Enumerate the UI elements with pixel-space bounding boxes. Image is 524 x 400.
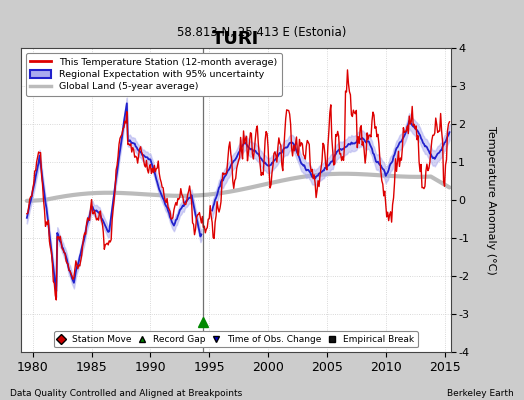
Text: Data Quality Controlled and Aligned at Breakpoints: Data Quality Controlled and Aligned at B… [10, 389, 243, 398]
Text: Berkeley Earth: Berkeley Earth [447, 389, 514, 398]
Legend: Station Move, Record Gap, Time of Obs. Change, Empirical Break: Station Move, Record Gap, Time of Obs. C… [54, 331, 418, 348]
Text: 58.813 N, 25.413 E (Estonia): 58.813 N, 25.413 E (Estonia) [177, 26, 347, 39]
Y-axis label: Temperature Anomaly (°C): Temperature Anomaly (°C) [486, 126, 496, 274]
Title: TURI: TURI [212, 30, 259, 48]
